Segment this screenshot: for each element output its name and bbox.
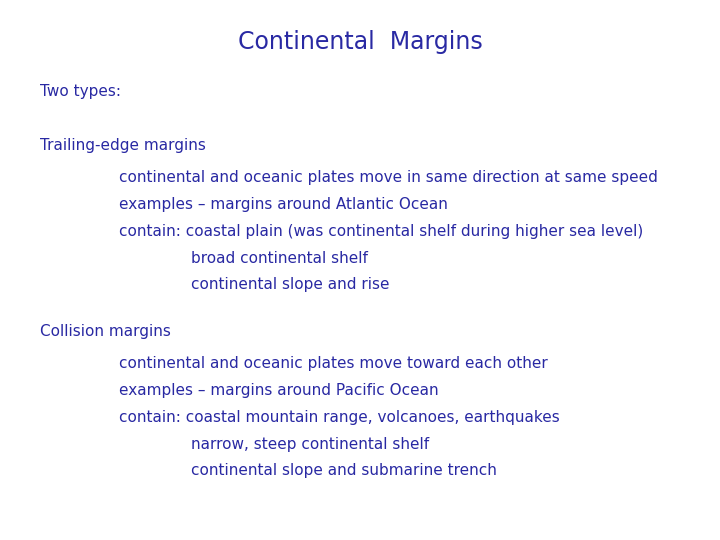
Text: narrow, steep continental shelf: narrow, steep continental shelf bbox=[191, 437, 429, 453]
Text: Trailing-edge margins: Trailing-edge margins bbox=[40, 138, 205, 153]
Text: Two types:: Two types: bbox=[40, 84, 121, 99]
Text: Continental  Margins: Continental Margins bbox=[238, 30, 482, 53]
Text: broad continental shelf: broad continental shelf bbox=[191, 251, 368, 266]
Text: continental slope and rise: continental slope and rise bbox=[191, 277, 390, 292]
Text: continental slope and submarine trench: continental slope and submarine trench bbox=[191, 463, 497, 478]
Text: continental and oceanic plates move toward each other: continental and oceanic plates move towa… bbox=[119, 356, 547, 372]
Text: contain: coastal plain (was continental shelf during higher sea level): contain: coastal plain (was continental … bbox=[119, 224, 643, 239]
Text: examples – margins around Atlantic Ocean: examples – margins around Atlantic Ocean bbox=[119, 197, 448, 212]
Text: Collision margins: Collision margins bbox=[40, 324, 171, 339]
Text: contain: coastal mountain range, volcanoes, earthquakes: contain: coastal mountain range, volcano… bbox=[119, 410, 559, 426]
Text: examples – margins around Pacific Ocean: examples – margins around Pacific Ocean bbox=[119, 383, 438, 399]
Text: continental and oceanic plates move in same direction at same speed: continental and oceanic plates move in s… bbox=[119, 170, 657, 185]
